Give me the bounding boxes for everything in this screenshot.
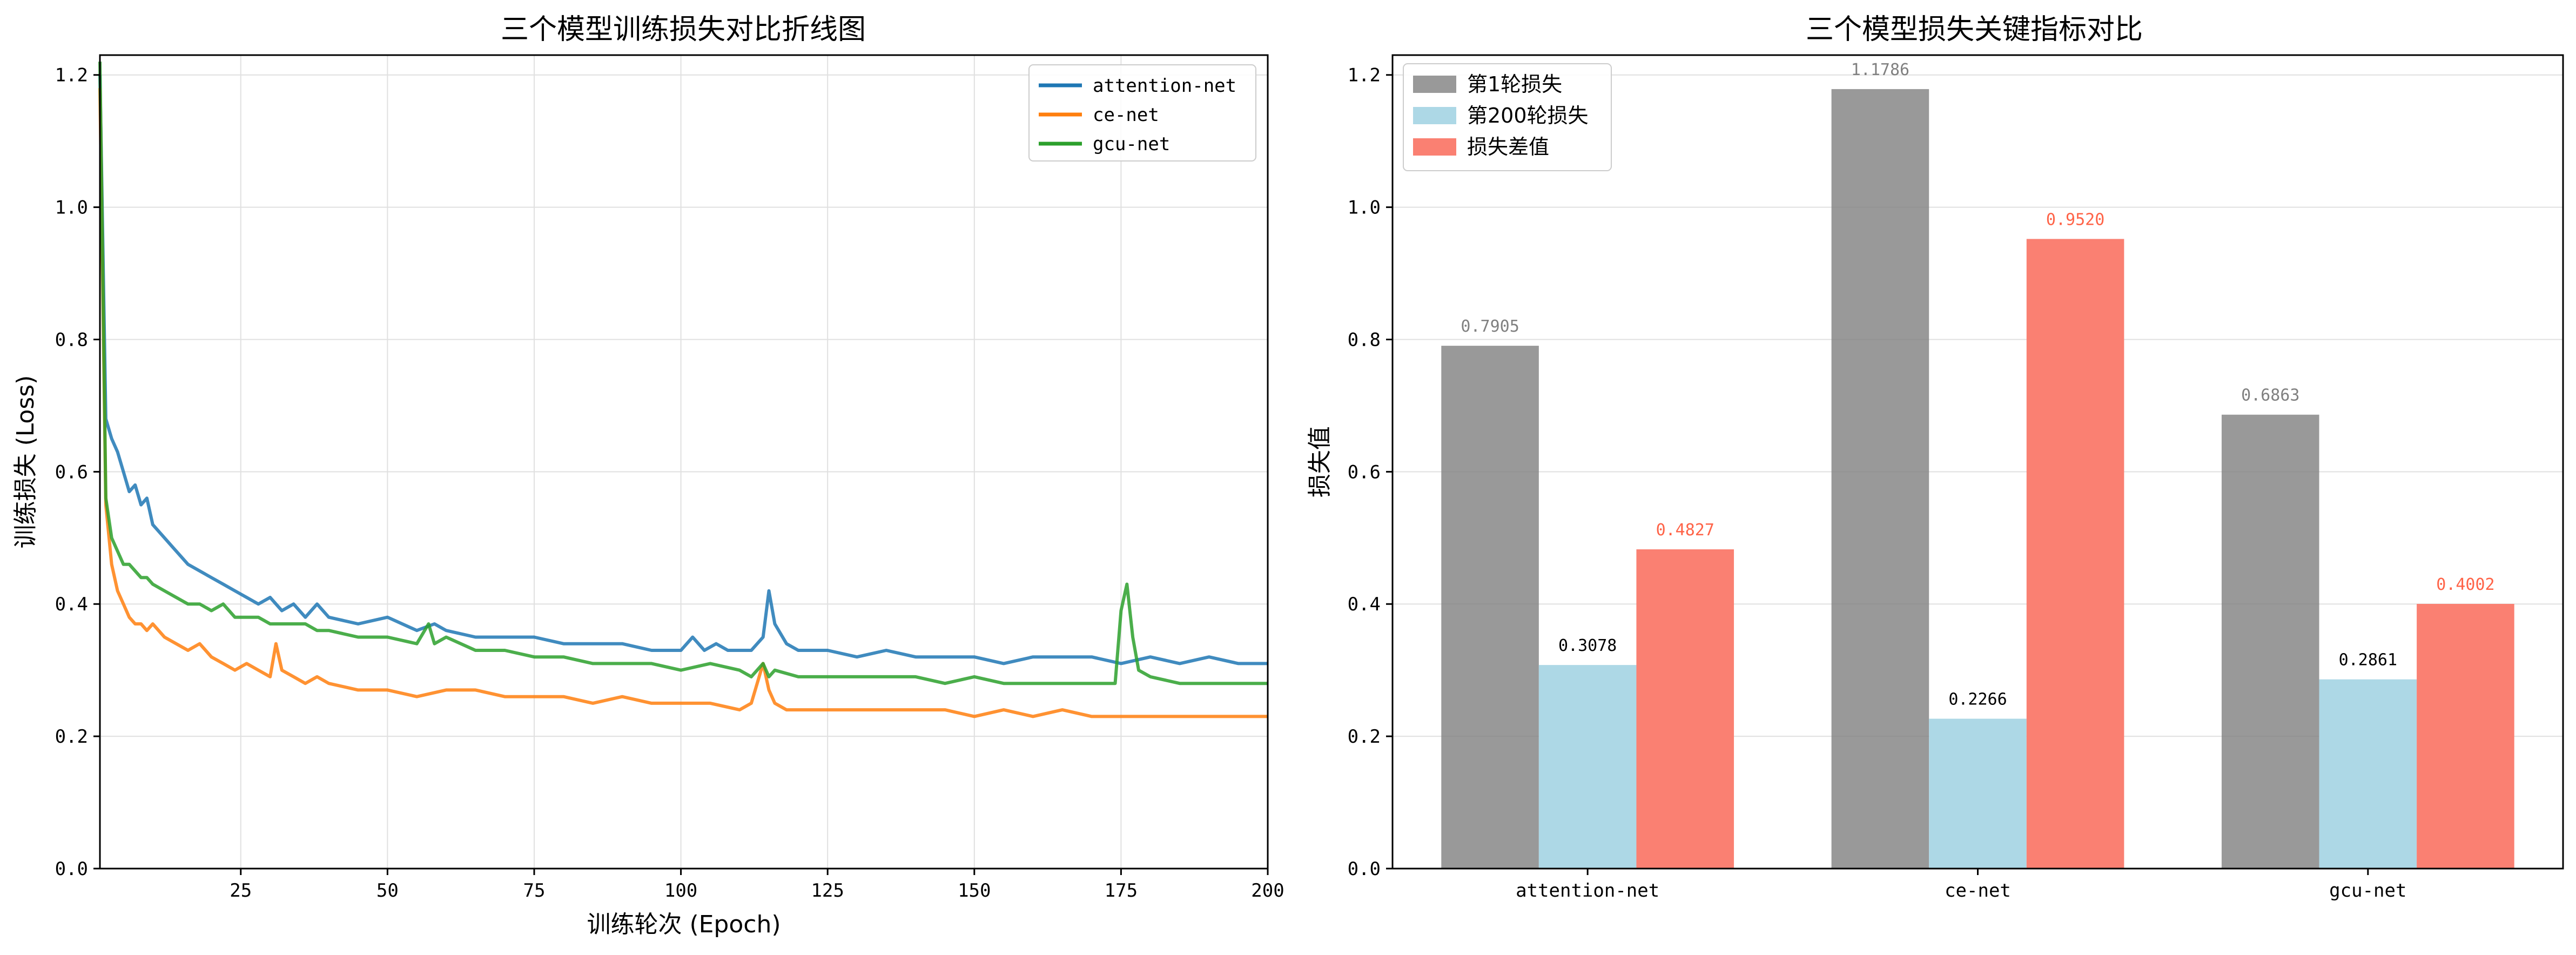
bar-value-label: 0.9520: [2046, 210, 2104, 229]
line-chart-frame: [99, 54, 1269, 870]
bar-chart-y-axis-label: 损失值: [1306, 426, 1334, 497]
y-tick-label: 0.4: [55, 594, 88, 615]
bar-value-label: 0.3078: [1558, 636, 1617, 655]
bar-value-label: 0.2861: [2339, 651, 2397, 670]
bar-chart-y-ticks: 0.0 0.2 0.4 0.6 0.8 1.0 1.2: [1348, 65, 1393, 880]
legend-swatch: [1413, 76, 1456, 93]
line-chart: 三个模型训练损失对比折线图 25 50 75 100 125 150 175 200 0.00…: [12, 14, 1284, 938]
x-tick-label: 100: [664, 880, 697, 902]
line-chart-legend: attention-net ce-net gcu-net: [1028, 64, 1256, 162]
line-chart-title: 三个模型训练损失对比折线图: [501, 14, 866, 46]
bar-gcu-net-1: [2319, 679, 2417, 869]
legend-label: 第1轮损失: [1467, 72, 1562, 96]
legend-swatch: [1413, 107, 1456, 124]
bar-gcu-net-0: [2221, 414, 2319, 869]
y-tick-label: 1.2: [55, 65, 88, 86]
bar-attention-net-2: [1636, 549, 1734, 869]
bar-value-label: 0.7905: [1461, 317, 1519, 336]
bar-value-label: 0.4002: [2436, 575, 2494, 594]
y-tick-label: 0.6: [1348, 461, 1381, 483]
bar-attention-net-0: [1441, 346, 1539, 869]
bar-value-label: 0.2266: [1948, 690, 2007, 709]
legend-box: [1028, 64, 1256, 162]
y-tick-label: 0.8: [55, 329, 88, 351]
series-line-attention-net: [98, 75, 1268, 665]
x-tick-label: 200: [1251, 880, 1284, 902]
bar-attention-net-1: [1538, 665, 1637, 869]
y-tick-label: 1.2: [1348, 65, 1381, 86]
legend-label: 第200轮损失: [1467, 104, 1589, 127]
bar-value-label: 0.6863: [2241, 386, 2299, 405]
y-tick-label: 0.0: [1348, 858, 1381, 880]
y-tick-label: 0.0: [55, 858, 88, 880]
y-tick-label: 0.6: [55, 461, 88, 483]
x-tick-label: gcu-net: [2329, 880, 2406, 902]
legend-label: attention-net: [1093, 75, 1236, 97]
bar-value-label: 0.4827: [1656, 521, 1714, 540]
line-chart-series-group: [98, 62, 1268, 718]
bar-chart-title: 三个模型损失关键指标对比: [1806, 14, 2143, 46]
bar-chart: 三个模型损失关键指标对比 0.7905 0.3078 0.4827 1.1786 0.2…: [1306, 14, 2564, 902]
x-tick-label: 25: [230, 880, 252, 902]
x-tick-label: 150: [958, 880, 991, 902]
y-tick-label: 0.8: [1348, 329, 1381, 351]
x-tick-label: 50: [376, 880, 399, 902]
y-tick-label: 0.2: [1348, 726, 1381, 748]
series-line-ce-net: [98, 88, 1268, 718]
x-tick-label: 125: [811, 880, 844, 902]
line-chart-x-axis-label: 训练轮次 (Epoch): [587, 911, 781, 938]
bar-value-label: 1.1786: [1851, 60, 1909, 79]
series-line-gcu-net: [98, 62, 1268, 685]
x-tick-label: attention-net: [1516, 880, 1659, 902]
legend-swatch: [1413, 138, 1456, 156]
line-chart-y-axis-label: 训练损失 (Loss): [12, 375, 39, 549]
line-chart-y-ticks: 0.0 0.2 0.4 0.6 0.8 1.0 1.2: [55, 65, 100, 880]
line-chart-x-ticks: 25 50 75 100 125 150 175 200: [230, 869, 1284, 902]
bar-ce-net-1: [1929, 718, 2027, 869]
bar-ce-net-0: [1831, 89, 1929, 869]
y-tick-label: 0.4: [1348, 594, 1381, 615]
x-tick-label: ce-net: [1945, 880, 2011, 902]
x-tick-label: 175: [1105, 880, 1138, 902]
legend-label: ce-net: [1093, 104, 1159, 126]
legend-label: 损失差值: [1467, 135, 1549, 159]
y-tick-label: 0.2: [55, 726, 88, 748]
x-tick-label: 75: [523, 880, 545, 902]
bar-chart-x-ticks: attention-net ce-net gcu-net: [1516, 869, 2406, 902]
bar-ce-net-2: [2026, 239, 2124, 869]
y-tick-label: 1.0: [55, 197, 88, 219]
bar-gcu-net-2: [2417, 603, 2514, 869]
y-tick-label: 1.0: [1348, 197, 1381, 219]
bar-chart-bars-group: 0.7905 0.3078 0.4827 1.1786 0.2266 0.9520 0.68…: [1441, 60, 2514, 869]
legend-label: gcu-net: [1093, 133, 1170, 155]
